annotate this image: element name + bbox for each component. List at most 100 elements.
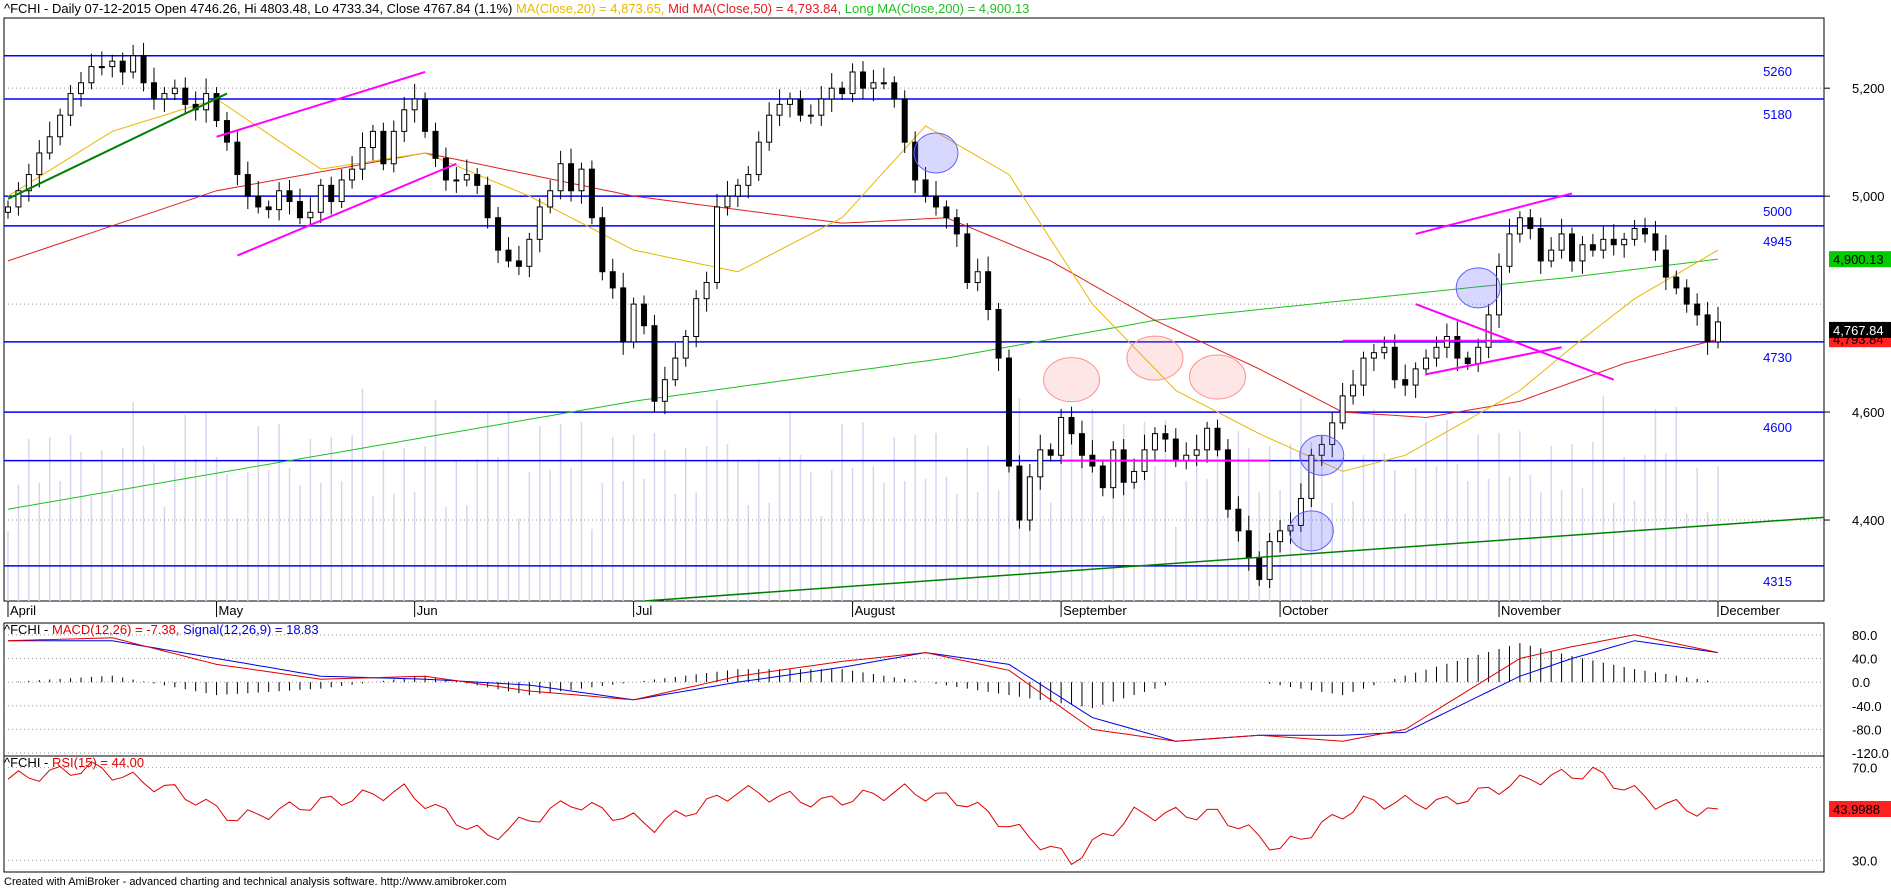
candle-up bbox=[1360, 357, 1367, 386]
candle-down bbox=[1652, 233, 1659, 251]
candle-up bbox=[1600, 238, 1607, 251]
month-axis: April May Jun Jul August September October Nove… bbox=[7, 601, 1781, 618]
candle-up bbox=[130, 55, 137, 73]
candle-down bbox=[1662, 249, 1669, 278]
candle-up bbox=[36, 152, 43, 176]
candle-down bbox=[150, 82, 157, 100]
price-axis: 5,2005,0004,6004,4004,900.134,793.844,76… bbox=[1824, 81, 1891, 528]
price-panel-frame bbox=[3, 17, 1825, 602]
month-label: November bbox=[1501, 603, 1562, 618]
candle-up bbox=[745, 174, 752, 186]
candle-up bbox=[1579, 244, 1586, 262]
candle-down bbox=[1256, 557, 1263, 580]
candle-up bbox=[307, 211, 314, 219]
candle-up bbox=[1037, 449, 1044, 478]
candle-up bbox=[1339, 395, 1346, 424]
candle-down bbox=[1610, 238, 1617, 246]
price-tick-label: 4,600 bbox=[1852, 405, 1885, 420]
price-label: 4,767.84 bbox=[1833, 323, 1884, 338]
candle-up bbox=[1621, 238, 1628, 246]
macd-header-symbol: ^FCHI - bbox=[4, 622, 52, 637]
rsi-header-label: RSI(15) = 44.00 bbox=[51, 755, 145, 770]
candle-up bbox=[349, 168, 356, 181]
candle-up bbox=[401, 109, 408, 132]
price-panel: 5260 5180 5000 4945 4730 4600 4315 5,200 5,000 4… bbox=[3, 17, 1891, 618]
month-label: October bbox=[1282, 603, 1329, 618]
candle-down bbox=[1391, 346, 1398, 381]
candle-down bbox=[1120, 449, 1127, 483]
month-label: Jun bbox=[417, 603, 438, 618]
candle-up bbox=[1475, 346, 1482, 364]
candle-down bbox=[182, 87, 189, 105]
candle-down bbox=[234, 141, 241, 176]
candle-up bbox=[463, 174, 470, 181]
candle-up bbox=[828, 87, 835, 100]
candle-down bbox=[609, 271, 616, 289]
ma50-header: Mid MA(Close,50) = 4,793.84, bbox=[664, 1, 842, 16]
candle-up bbox=[1193, 449, 1200, 456]
candle-down bbox=[599, 217, 606, 273]
candle-up bbox=[1631, 228, 1638, 240]
moving-average-lines bbox=[7, 98, 1719, 510]
level-label: 5180 bbox=[1763, 107, 1792, 122]
macd-panel: 80.0 40.0 0.0 -40.0 -80.0 -120.0 bbox=[3, 622, 1889, 761]
candle-down bbox=[1245, 530, 1252, 559]
candle-down bbox=[1235, 508, 1242, 532]
candle-up bbox=[1433, 346, 1440, 359]
candle-down bbox=[505, 249, 512, 262]
trendline-april bbox=[7, 92, 228, 200]
candle-up bbox=[766, 114, 773, 143]
candle-up bbox=[1026, 476, 1033, 521]
ma200-header: Long MA(Close,200) = 4,900.13 bbox=[841, 1, 1030, 16]
candle-down bbox=[1047, 449, 1054, 456]
candle-down bbox=[1694, 303, 1701, 316]
macd-tick-label: -120.0 bbox=[1852, 746, 1889, 761]
signal-line bbox=[8, 640, 1719, 742]
rsi-tick-label: 30.0 bbox=[1852, 853, 1877, 868]
month-label: September bbox=[1063, 603, 1127, 618]
candle-up bbox=[1266, 541, 1273, 580]
candle-down bbox=[1402, 379, 1409, 386]
price-tick-label: 4,400 bbox=[1852, 513, 1885, 528]
candle-down bbox=[932, 195, 939, 208]
candle-up bbox=[818, 98, 825, 116]
candle-down bbox=[474, 174, 481, 186]
macd-panel-frame bbox=[3, 622, 1825, 757]
channel-october bbox=[1415, 303, 1615, 381]
candle-up bbox=[1058, 416, 1065, 456]
candle-up bbox=[1204, 427, 1211, 451]
candle-up bbox=[870, 82, 877, 89]
candle-down bbox=[860, 71, 866, 89]
candle-up bbox=[171, 87, 178, 95]
candle-up bbox=[88, 66, 95, 84]
rsi-line bbox=[7, 760, 1719, 866]
candle-down bbox=[515, 260, 522, 267]
rsi-line bbox=[7, 760, 1719, 866]
candle-up bbox=[1423, 357, 1430, 370]
candle-down bbox=[422, 98, 429, 132]
candle-down bbox=[1172, 438, 1179, 462]
candle-down bbox=[922, 179, 929, 197]
candle-down bbox=[568, 163, 575, 192]
candle-up bbox=[1412, 368, 1419, 386]
candle-up bbox=[724, 195, 731, 208]
candle-down bbox=[495, 217, 502, 251]
macd-line bbox=[7, 634, 1719, 742]
rsi-value-box bbox=[1829, 800, 1891, 817]
candle-up bbox=[369, 130, 376, 149]
price-label-box bbox=[1829, 251, 1891, 268]
candle-down bbox=[641, 303, 648, 327]
candle-down bbox=[1569, 233, 1576, 262]
rsi-panel-frame bbox=[3, 755, 1825, 873]
level-label: 4600 bbox=[1763, 420, 1792, 435]
candle-up bbox=[276, 190, 283, 211]
highlight-red bbox=[1126, 335, 1184, 381]
macd-tick-label: -80.0 bbox=[1852, 722, 1882, 737]
candle-down bbox=[265, 206, 272, 211]
pattern-annotations bbox=[7, 71, 1825, 602]
candle-up bbox=[359, 147, 366, 170]
candle-down bbox=[223, 120, 230, 143]
rsi-grid bbox=[4, 767, 1824, 861]
candle-down bbox=[380, 130, 387, 165]
candle-up bbox=[46, 136, 53, 154]
